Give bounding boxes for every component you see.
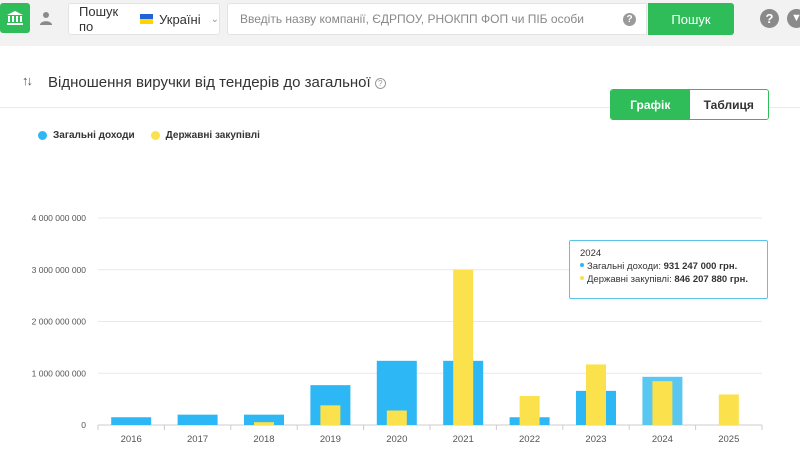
- legend-item-total[interactable]: Загальні доходи: [38, 130, 135, 141]
- legend-label: Загальні доходи: [53, 130, 135, 141]
- tab-table[interactable]: Таблиця: [689, 90, 768, 119]
- bar-gov-2020: [386, 410, 407, 425]
- question-icon[interactable]: ?: [623, 13, 636, 26]
- y-tick-label: 3 000 000 000: [32, 265, 87, 275]
- tooltip-label: Загальні доходи:: [587, 261, 664, 272]
- tooltip-marker: [580, 263, 584, 267]
- question-icon[interactable]: ?: [374, 78, 386, 89]
- top-bar: Пошук по Україні ⌄ ? Пошук ? ▼: [0, 0, 800, 44]
- chevron-down-icon: ⌄: [210, 13, 219, 25]
- tooltip-marker: [580, 276, 584, 280]
- chart-legend: Загальні доходи Державні закупівлі: [38, 130, 260, 141]
- bar-total-2018: [244, 414, 284, 425]
- y-tick-label: 4 000 000 000: [32, 213, 87, 223]
- bar-gov-2025: [718, 394, 739, 425]
- bar-gov-2024: [652, 381, 673, 425]
- x-tick-label: 2023: [585, 434, 606, 445]
- x-tick-label: 2021: [453, 434, 474, 445]
- search-box: ?: [227, 3, 647, 35]
- tooltip-value: 846 207 880 грн.: [674, 274, 748, 285]
- legend-item-gov[interactable]: Державні закупівлі: [150, 130, 260, 141]
- y-tick-label: 1 000 000 000: [32, 368, 87, 378]
- card-title: Відношення виручки від тендерів до загал…: [48, 74, 386, 91]
- card-title-text: Відношення виручки від тендерів до загал…: [48, 74, 371, 91]
- bar-total-2016: [111, 417, 152, 425]
- tooltip-line-total: Загальні доходи: 931 247 000 грн.: [580, 260, 757, 273]
- x-tick-label: 2024: [652, 434, 673, 445]
- legend-marker: [38, 131, 47, 140]
- card-header: ↑↓ Відношення виручки від тендерів до за…: [0, 46, 800, 108]
- legend-marker: [150, 131, 160, 140]
- x-tick-label: 2016: [121, 434, 142, 445]
- x-tick-label: 2018: [253, 434, 274, 445]
- view-toggle: Графік Таблиця: [610, 89, 769, 120]
- ukraine-flag-icon: [139, 14, 154, 24]
- search-input[interactable]: [240, 12, 610, 26]
- download-icon[interactable]: ▼: [787, 9, 800, 28]
- chart-tooltip: 2024 Загальні доходи: 931 247 000 грн. Д…: [569, 240, 768, 299]
- tooltip-line-gov: Державні закупівлі: 846 207 880 грн.: [580, 273, 757, 286]
- legend-label: Державні закупівлі: [165, 130, 260, 141]
- search-scope-select[interactable]: Пошук по Україні ⌄: [68, 3, 220, 35]
- bar-total-2017: [177, 414, 218, 425]
- bank-icon[interactable]: [0, 3, 30, 33]
- tooltip-label: Державні закупівлі:: [587, 274, 675, 285]
- bar-gov-2018: [254, 422, 274, 425]
- y-tick-label: 0: [81, 420, 86, 430]
- bar-gov-2022: [519, 396, 540, 425]
- bar-gov-2021: [453, 269, 474, 425]
- question-icon[interactable]: ?: [760, 9, 779, 28]
- x-tick-label: 2017: [187, 434, 208, 445]
- scope-label: Пошук по: [79, 4, 119, 34]
- tooltip-value: 931 247 000 грн.: [663, 261, 738, 272]
- bar-chart: 0 1 000 000 000 2 000 000 000 3 000 000 000…: [32, 213, 763, 445]
- tab-chart[interactable]: Графік: [611, 90, 690, 119]
- x-tick-label: 2019: [320, 434, 341, 445]
- bar-gov-2019: [320, 405, 341, 425]
- user-icon[interactable]: [36, 8, 56, 28]
- x-tick-label: 2025: [718, 434, 739, 445]
- tooltip-year: 2024: [580, 248, 602, 259]
- sort-icon[interactable]: ↑↓: [22, 73, 33, 88]
- y-tick-label: 2 000 000 000: [32, 317, 87, 327]
- bar-gov-2023: [586, 364, 606, 425]
- x-tick-label: 2020: [386, 434, 407, 445]
- search-button[interactable]: Пошук: [648, 3, 734, 35]
- scope-value: Україні: [159, 11, 201, 27]
- x-tick-label: 2022: [519, 434, 540, 445]
